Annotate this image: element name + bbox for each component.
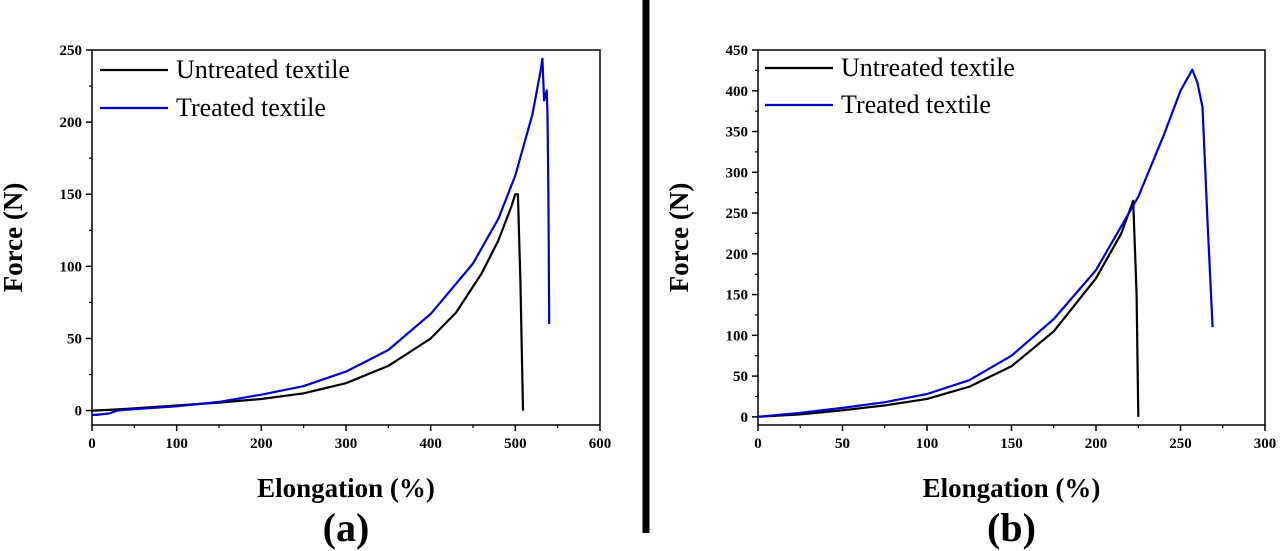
chart1-series-line-treated-textile: [92, 57, 551, 416]
chart2-legend-label-treated-textile: Treated textile: [841, 90, 991, 119]
chart2-x-axis-title: Elongation (%): [923, 473, 1101, 503]
chart2-y-axis-title: Force (N): [664, 183, 694, 293]
chart1-legend: Untreated textile Treated textile: [100, 55, 350, 122]
chart2-y-tick-label: 300: [726, 165, 749, 181]
chart2-panel-label: (b): [987, 505, 1036, 550]
chart2-y-tick-label: 0: [741, 410, 749, 426]
chart1-y-tick-label: 200: [60, 115, 83, 131]
chart1-x-axis-title: Elongation (%): [257, 473, 435, 503]
chart1-x-tick-label: 400: [419, 436, 442, 452]
chart2-legend-label-untreated-textile: Untreated textile: [841, 53, 1015, 82]
chart1-x-tick-label: 600: [589, 436, 612, 452]
chart2-series-group: [758, 68, 1214, 418]
chart1-y-tick-label: 0: [75, 404, 83, 420]
chart1-series-group: [92, 57, 551, 416]
chart2-y-tick-label: 250: [726, 206, 749, 222]
chart2-y-tick-label: 50: [733, 369, 748, 385]
chart1-x-tick-label: 0: [88, 436, 96, 452]
chart2-y-tick-label: 450: [726, 43, 749, 59]
chart1-y-tick-label: 100: [60, 259, 83, 275]
chart1-legend-label-untreated-textile: Untreated textile: [176, 55, 350, 84]
chart2-y-tick-label: 200: [726, 247, 749, 263]
chart2-x-tick-label: 150: [1000, 436, 1023, 452]
chart1-x-tick-label: 500: [504, 436, 527, 452]
chart1-y-tick-label: 50: [67, 331, 82, 347]
chart2-legend: Untreated textile Treated textile: [765, 53, 1015, 119]
chart2-series-line-untreated-textile: [758, 199, 1140, 418]
chart-panel-b: 0 50 100 150 200 250 300 0 50 100 150 200 250 300 350 4…: [664, 43, 1276, 550]
chart2-x-tick-label: 100: [916, 436, 939, 452]
chart2-series-line-treated-textile: [758, 68, 1214, 418]
chart1-x-tick-label: 200: [250, 436, 273, 452]
chart2-plot-frame: [757, 49, 1266, 426]
chart2-x-tick-label: 250: [1169, 436, 1192, 452]
chart1-plot-frame: [91, 49, 601, 426]
chart1-y-tick-label: 250: [60, 43, 83, 59]
chart2-y-tick-label: 100: [726, 328, 749, 344]
chart-panel-a: 0 100 200 300 400 500 600 0 50 100 150 200 250 Untrea…: [0, 43, 611, 550]
chart2-y-tick-label: 150: [726, 288, 749, 304]
chart2-x-tick-label: 50: [835, 436, 850, 452]
chart2-x-tick-label: 0: [754, 436, 762, 452]
chart1-panel-label: (a): [323, 505, 370, 550]
chart1-y-tick-label: 150: [60, 187, 83, 203]
chart2-y-tick-label: 400: [726, 84, 749, 100]
chart1-x-tick-label: 100: [165, 436, 188, 452]
chart1-x-tick-label: 300: [335, 436, 358, 452]
chart1-y-axis-title: Force (N): [0, 183, 28, 293]
chart1-series-line-untreated-textile: [92, 193, 525, 412]
chart2-y-tick-label: 350: [726, 125, 749, 141]
chart1-legend-label-treated-textile: Treated textile: [176, 93, 326, 122]
chart2-x-tick-label: 200: [1085, 436, 1108, 452]
chart2-x-tick-label: 300: [1254, 436, 1277, 452]
